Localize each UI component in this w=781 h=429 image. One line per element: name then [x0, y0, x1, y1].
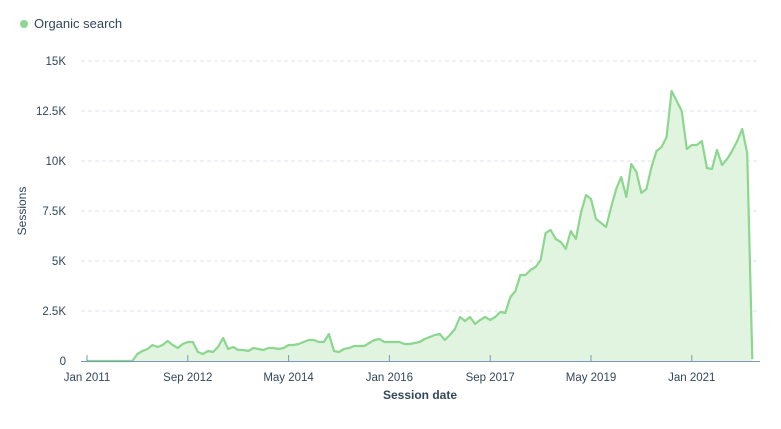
x-tick-label: Sep 2012: [163, 372, 212, 384]
y-axis-ticks: 0 2.5K 5K 7.5K 10K 12.5K 15K: [36, 56, 66, 368]
gridlines: [81, 60, 760, 312]
y-axis-title: Sessions: [15, 187, 29, 236]
x-tick-label: Jan 2011: [64, 372, 110, 384]
y-tick-label: 10K: [46, 156, 67, 168]
x-tick-label: Sep 2017: [466, 372, 515, 384]
y-tick-label: 15K: [46, 56, 67, 68]
x-axis-title: Session date: [383, 388, 457, 402]
y-tick-label: 0: [60, 356, 66, 368]
series-line-organic-search[interactable]: [87, 89, 754, 363]
x-tick-label: Jan 2021: [668, 372, 715, 384]
y-tick-label: 2.5K: [42, 306, 66, 318]
legend-dot-icon: [20, 19, 28, 28]
legend-label-organic-search[interactable]: Organic search: [34, 16, 123, 31]
legend: Organic search: [20, 16, 122, 31]
y-tick-label: 5K: [52, 256, 66, 268]
x-axis-ticks: Jan 2011 Sep 2012 May 2014 Jan 2016 Sep 2017…: [64, 355, 715, 384]
x-tick-label: May 2014: [263, 372, 314, 384]
y-tick-label: 7.5K: [42, 206, 66, 218]
x-tick-label: May 2019: [566, 372, 617, 384]
y-tick-label: 12.5K: [36, 106, 66, 118]
x-tick-label: Jan 2016: [366, 372, 413, 384]
series-area-organic-search: [87, 91, 753, 361]
